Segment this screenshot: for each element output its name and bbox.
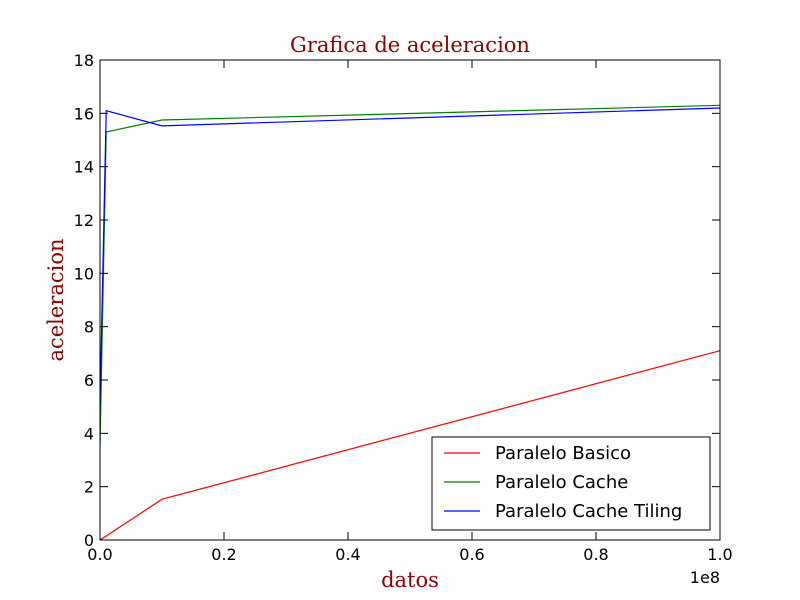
ticks-group: 0.0 0.2 0.4 0.6 0.8 1.0 0 2 4 6 8 10 12 14 16 18 bbox=[74, 51, 733, 564]
x-tick-label: 0.4 bbox=[335, 545, 360, 564]
x-tick-label: 0.0 bbox=[87, 545, 112, 564]
x-axis-label: datos bbox=[381, 568, 439, 592]
legend: Paralelo Basico Paralelo Cache Paralelo Ca… bbox=[431, 436, 711, 531]
x-tick-label: 1.0 bbox=[707, 545, 732, 564]
chart-title: Grafica de aceleracion bbox=[290, 33, 530, 57]
legend-label: Paralelo Basico bbox=[495, 443, 631, 464]
y-tick-label: 2 bbox=[84, 478, 94, 497]
plot-frame bbox=[99, 59, 721, 541]
x-tick-label: 0.2 bbox=[211, 545, 236, 564]
series-line-3 bbox=[100, 107, 720, 407]
y-tick-label: 14 bbox=[74, 158, 94, 177]
y-tick-label: 0 bbox=[84, 531, 94, 550]
y-tick-label: 16 bbox=[74, 104, 94, 123]
x-tick-label: 0.8 bbox=[583, 545, 608, 564]
x-offset-label: 1e8 bbox=[690, 568, 720, 587]
series-line-2 bbox=[100, 104, 720, 447]
y-tick-label: 6 bbox=[84, 371, 94, 390]
y-tick-label: 10 bbox=[74, 264, 94, 283]
y-axis-label: aceleracion bbox=[44, 238, 68, 361]
y-tick-label: 4 bbox=[84, 424, 94, 443]
series-line-1 bbox=[100, 350, 720, 540]
y-tick-label: 18 bbox=[74, 51, 94, 70]
legend-label: Paralelo Cache bbox=[495, 472, 628, 493]
series-group bbox=[100, 104, 720, 540]
x-tick-label: 0.6 bbox=[459, 545, 484, 564]
legend-label: Paralelo Cache Tiling bbox=[495, 501, 682, 522]
y-tick-label: 12 bbox=[74, 211, 94, 230]
y-tick-label: 8 bbox=[84, 318, 94, 337]
